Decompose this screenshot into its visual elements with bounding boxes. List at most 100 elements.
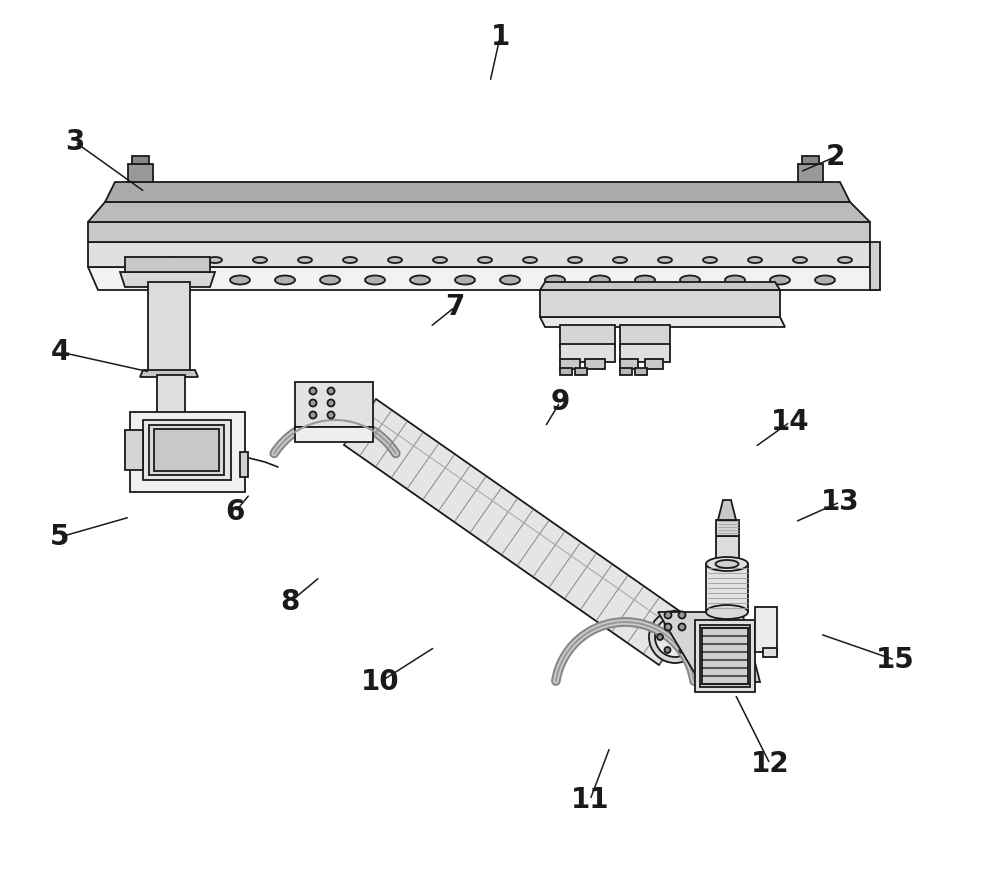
- Ellipse shape: [365, 275, 385, 285]
- Ellipse shape: [678, 624, 686, 631]
- Ellipse shape: [478, 257, 492, 263]
- Ellipse shape: [185, 275, 205, 285]
- Text: 14: 14: [771, 408, 809, 436]
- Bar: [620, 359, 638, 369]
- Ellipse shape: [664, 647, 670, 653]
- Text: 3: 3: [65, 128, 85, 156]
- Polygon shape: [140, 370, 198, 377]
- Ellipse shape: [680, 621, 686, 627]
- Ellipse shape: [687, 634, 693, 640]
- Polygon shape: [295, 427, 373, 442]
- Bar: [130, 412, 245, 492]
- Bar: [149, 425, 224, 475]
- Bar: [620, 344, 670, 362]
- Ellipse shape: [298, 257, 312, 263]
- Polygon shape: [870, 242, 880, 290]
- Bar: [560, 368, 572, 375]
- Bar: [125, 430, 143, 470]
- Ellipse shape: [230, 275, 250, 285]
- Ellipse shape: [208, 257, 222, 263]
- Ellipse shape: [500, 275, 520, 285]
- Bar: [240, 452, 248, 477]
- Bar: [763, 648, 777, 657]
- Bar: [695, 620, 755, 692]
- Ellipse shape: [748, 257, 762, 263]
- Ellipse shape: [680, 275, 700, 285]
- Bar: [645, 359, 663, 369]
- Bar: [132, 156, 149, 164]
- Ellipse shape: [140, 275, 160, 285]
- Ellipse shape: [678, 611, 686, 618]
- Bar: [148, 282, 190, 372]
- Bar: [716, 520, 739, 536]
- Bar: [716, 536, 739, 564]
- Ellipse shape: [706, 557, 748, 571]
- Ellipse shape: [716, 560, 738, 568]
- Bar: [560, 359, 580, 369]
- Polygon shape: [105, 182, 850, 202]
- Ellipse shape: [706, 605, 748, 619]
- Bar: [620, 325, 670, 347]
- Ellipse shape: [815, 275, 835, 285]
- Ellipse shape: [655, 617, 695, 657]
- Ellipse shape: [275, 275, 295, 285]
- Text: 13: 13: [821, 488, 859, 516]
- Polygon shape: [540, 317, 785, 327]
- Text: 6: 6: [225, 498, 245, 526]
- Ellipse shape: [725, 275, 745, 285]
- Ellipse shape: [590, 275, 610, 285]
- Ellipse shape: [320, 275, 340, 285]
- Text: 12: 12: [751, 750, 789, 778]
- Ellipse shape: [613, 257, 627, 263]
- Ellipse shape: [328, 387, 334, 394]
- Bar: [128, 164, 153, 182]
- Text: 1: 1: [490, 23, 510, 51]
- Ellipse shape: [770, 275, 790, 285]
- Ellipse shape: [664, 624, 672, 631]
- Polygon shape: [120, 272, 215, 287]
- Ellipse shape: [328, 400, 334, 407]
- Ellipse shape: [523, 257, 537, 263]
- Ellipse shape: [793, 257, 807, 263]
- Bar: [755, 607, 777, 652]
- Ellipse shape: [568, 257, 582, 263]
- Ellipse shape: [664, 611, 672, 618]
- Text: 7: 7: [445, 293, 465, 321]
- Bar: [585, 359, 605, 369]
- Bar: [575, 368, 587, 375]
- Polygon shape: [88, 242, 870, 267]
- Bar: [560, 344, 615, 362]
- Polygon shape: [718, 500, 736, 520]
- Bar: [560, 325, 615, 347]
- Text: 2: 2: [825, 143, 845, 171]
- Text: 9: 9: [550, 388, 570, 416]
- Ellipse shape: [310, 412, 316, 418]
- Bar: [706, 564, 748, 612]
- Ellipse shape: [664, 621, 670, 627]
- Bar: [143, 420, 231, 480]
- Bar: [798, 164, 823, 182]
- Ellipse shape: [649, 611, 701, 663]
- Ellipse shape: [433, 257, 447, 263]
- Polygon shape: [540, 282, 780, 290]
- Ellipse shape: [455, 275, 475, 285]
- Ellipse shape: [253, 257, 267, 263]
- Ellipse shape: [680, 647, 686, 653]
- Bar: [702, 628, 748, 684]
- Bar: [154, 429, 219, 471]
- Bar: [157, 375, 185, 427]
- Polygon shape: [88, 202, 870, 222]
- Polygon shape: [540, 290, 780, 317]
- Ellipse shape: [657, 634, 663, 640]
- Ellipse shape: [410, 275, 430, 285]
- Bar: [635, 368, 647, 375]
- Ellipse shape: [838, 257, 852, 263]
- Text: 11: 11: [571, 786, 609, 814]
- Ellipse shape: [388, 257, 402, 263]
- Polygon shape: [344, 399, 691, 665]
- Ellipse shape: [310, 387, 316, 394]
- Text: 5: 5: [50, 523, 70, 551]
- Ellipse shape: [703, 257, 717, 263]
- Polygon shape: [295, 382, 373, 427]
- Ellipse shape: [328, 412, 334, 418]
